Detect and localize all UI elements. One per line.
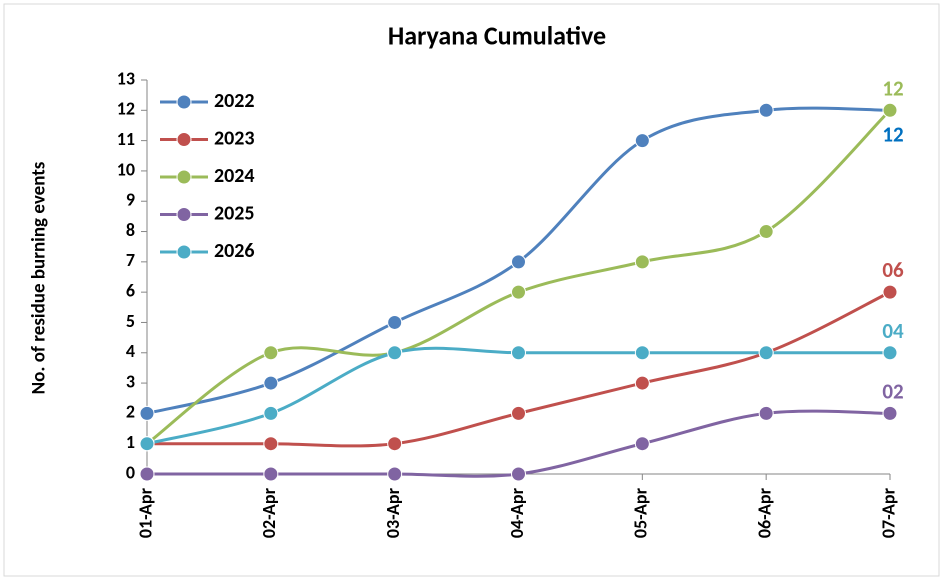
point-marker [882, 405, 898, 421]
point-marker [139, 466, 155, 482]
x-tick-label: 07-Apr [877, 487, 899, 538]
x-tick-label: 04-Apr [506, 487, 528, 538]
point-marker [758, 345, 774, 361]
legend-label: 2025 [214, 201, 255, 225]
y-tick-label: 13 [117, 67, 135, 89]
point-marker [634, 254, 650, 270]
point-marker [634, 133, 650, 149]
y-tick-label: 0 [126, 461, 135, 483]
point-marker [634, 436, 650, 452]
data-label: 02 [882, 378, 903, 404]
y-tick-label: 11 [117, 128, 135, 150]
point-marker [263, 375, 279, 391]
legend-label: 2022 [214, 89, 255, 113]
point-marker [758, 102, 774, 118]
point-marker [263, 405, 279, 421]
legend-marker [176, 207, 192, 222]
point-marker [263, 345, 279, 361]
y-tick-label: 3 [126, 370, 135, 392]
point-marker [511, 254, 526, 270]
y-tick-label: 9 [126, 189, 135, 211]
y-tick-label: 8 [126, 219, 135, 241]
point-marker [139, 436, 155, 452]
legend-label: 2024 [214, 164, 255, 188]
point-marker [387, 314, 403, 330]
x-tick-label: 05-Apr [630, 487, 652, 538]
y-tick-label: 2 [126, 401, 135, 423]
point-marker [387, 345, 403, 361]
point-marker [387, 466, 403, 482]
point-marker [882, 284, 898, 300]
x-tick-label: 02-Apr [258, 487, 280, 538]
point-marker [263, 436, 279, 452]
y-tick-label: 6 [126, 280, 135, 302]
legend-marker [176, 94, 192, 110]
legend-label: 2026 [214, 239, 255, 263]
x-tick-label: 03-Apr [382, 487, 404, 538]
point-marker [511, 405, 526, 421]
point-marker [758, 405, 774, 421]
point-marker [634, 375, 650, 391]
data-label: 06 [882, 257, 904, 283]
data-label: 04 [882, 318, 904, 344]
point-marker [263, 466, 279, 482]
point-marker [634, 345, 650, 361]
data-label: 12 [882, 75, 903, 101]
y-tick-label: 10 [117, 158, 135, 180]
point-marker [511, 466, 526, 482]
legend-marker [176, 132, 192, 147]
x-tick-label: 06-Apr [754, 487, 776, 538]
y-tick-label: 4 [126, 340, 135, 362]
point-marker [511, 345, 526, 361]
point-marker [139, 405, 155, 421]
legend-marker [176, 244, 192, 260]
y-axis-label: No. of residue burning events [28, 161, 51, 394]
y-tick-label: 12 [117, 98, 135, 120]
data-label: 12 [882, 121, 903, 147]
x-tick-label: 01-Apr [134, 487, 156, 538]
chart-title: Haryana Cumulative [388, 19, 606, 51]
point-marker [882, 102, 898, 118]
legend-marker [176, 169, 192, 185]
y-tick-label: 7 [126, 249, 135, 271]
point-marker [387, 436, 403, 452]
point-marker [882, 345, 898, 361]
y-tick-label: 5 [126, 310, 135, 332]
legend-label: 2023 [214, 126, 255, 150]
point-marker [758, 224, 774, 240]
y-tick-label: 1 [126, 431, 135, 453]
point-marker [511, 284, 526, 300]
